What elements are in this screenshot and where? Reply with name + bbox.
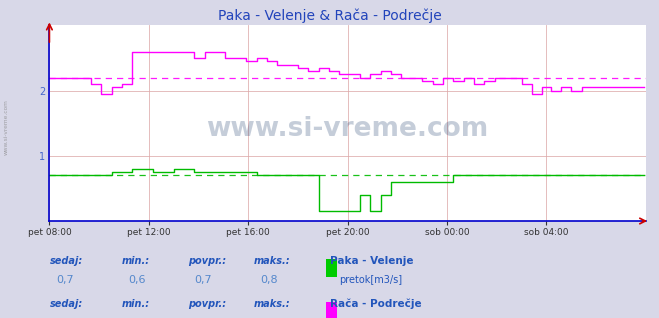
Text: Paka - Velenje: Paka - Velenje	[330, 256, 413, 266]
Text: 0,8: 0,8	[260, 275, 278, 285]
Text: www.si-vreme.com: www.si-vreme.com	[4, 99, 9, 155]
Text: sedaj:: sedaj:	[49, 256, 82, 266]
Text: 0,7: 0,7	[194, 275, 212, 285]
Text: 0,7: 0,7	[56, 275, 74, 285]
Text: povpr.:: povpr.:	[188, 256, 226, 266]
Text: min.:: min.:	[122, 299, 150, 309]
Text: povpr.:: povpr.:	[188, 299, 226, 309]
Text: min.:: min.:	[122, 256, 150, 266]
Text: www.si-vreme.com: www.si-vreme.com	[206, 116, 489, 142]
Text: pretok[m3/s]: pretok[m3/s]	[339, 275, 403, 285]
Text: sedaj:: sedaj:	[49, 299, 82, 309]
Text: 0,6: 0,6	[129, 275, 146, 285]
Text: Rača - Podrečje: Rača - Podrečje	[330, 299, 421, 309]
Text: Paka - Velenje & Rača - Podrečje: Paka - Velenje & Rača - Podrečje	[217, 9, 442, 24]
Text: maks.:: maks.:	[254, 299, 291, 309]
Text: maks.:: maks.:	[254, 256, 291, 266]
